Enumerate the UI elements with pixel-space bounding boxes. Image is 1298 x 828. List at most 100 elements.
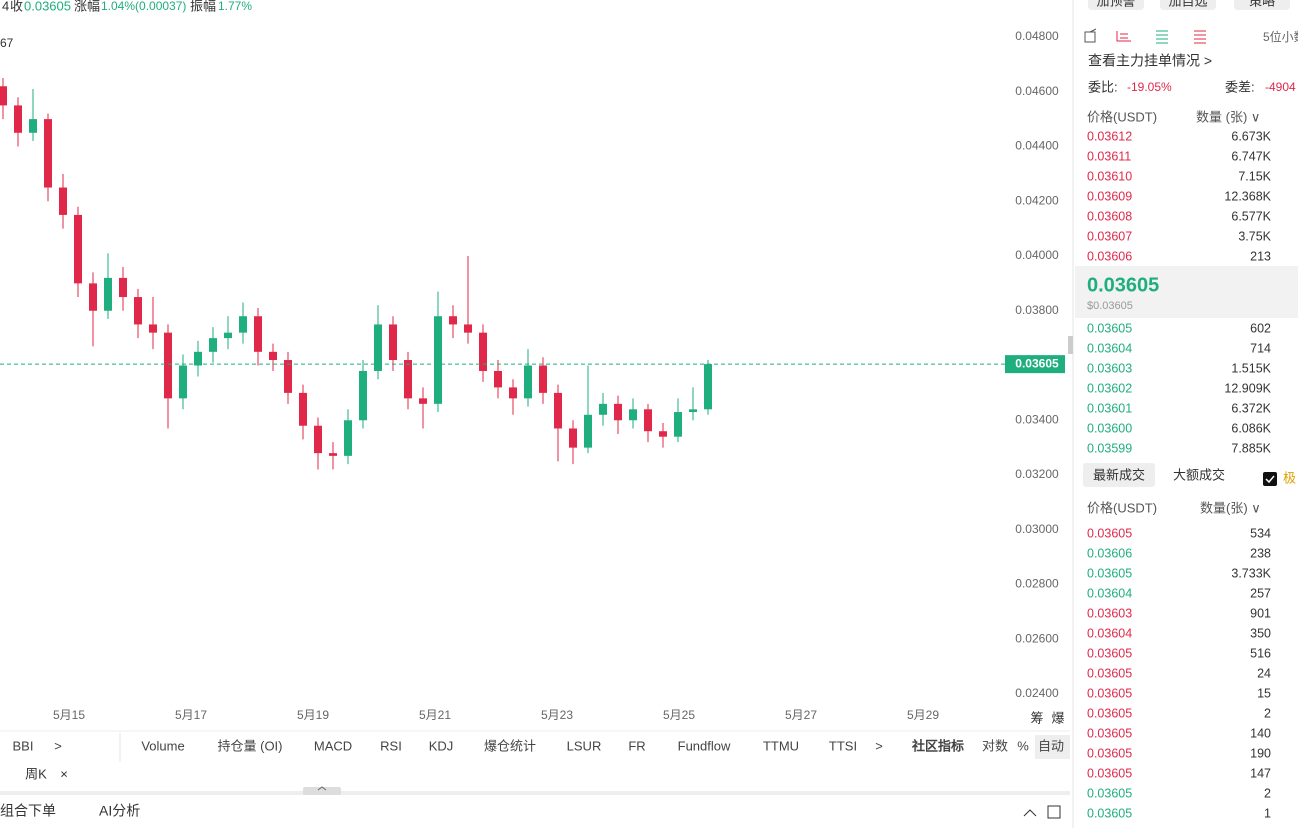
arrow [317,786,327,791]
decimals[interactable]: 5位小数 [1263,29,1298,44]
quantity: 7.15K [1238,169,1271,183]
icon[interactable] [1194,30,1206,44]
price: 0.03602 [1087,381,1132,395]
resize-handle[interactable] [303,787,341,795]
quantity: 1.515K [1231,361,1271,375]
quantity: 516 [1250,646,1271,660]
icon[interactable] [1156,30,1168,44]
col-header[interactable]: 数量(张) ∨ [1200,500,1261,515]
candle-body [374,324,382,371]
candle-body [554,392,562,429]
icon[interactable] [1116,31,1131,42]
header-text: 收 [10,0,23,13]
candle-body [644,409,652,432]
quantity: 6.577K [1231,209,1271,223]
period-tab[interactable]: 周K [25,766,47,781]
candle-body [494,370,502,388]
price: 0.03605 [1087,766,1132,780]
price: 0.03611 [1087,149,1131,163]
button[interactable] [1160,0,1216,10]
checkbox[interactable] [1263,472,1277,486]
button-label[interactable]: 加自选 [1168,0,1207,8]
candle-body [344,420,352,456]
toolbar-item[interactable]: 对数 [982,738,1008,753]
toolbar-item[interactable]: FR [628,738,645,753]
handle[interactable] [1068,336,1073,354]
tab[interactable]: 最新成交 [1093,467,1145,482]
collapse-icon[interactable] [1023,809,1037,817]
candle-body [89,283,97,311]
candle-body [689,409,697,413]
tab[interactable]: 大额成交 [1173,467,1225,482]
toolbar-item[interactable]: RSI [380,738,402,753]
axis-button[interactable]: 爆 [1051,710,1064,725]
axis-button[interactable]: 筹 [1030,710,1043,725]
toolbar-item[interactable]: 社区指标 [911,738,964,753]
toolbar-item[interactable]: 自动 [1038,738,1064,753]
toolbar-item[interactable]: 爆仓统计 [484,738,536,753]
price: 0.03604 [1087,626,1132,640]
check-label: 极 [1283,470,1296,485]
candle-body [479,332,487,371]
candle-body [14,105,22,133]
col-header[interactable]: 数量 (张) ∨ [1196,109,1260,124]
toolbar-item[interactable]: % [1017,738,1029,753]
candle-body [329,453,337,456]
expand-icon[interactable] [1047,805,1061,819]
candle-body [614,403,622,421]
bottom-tab[interactable]: AI分析 [99,803,140,819]
header-text: 67 [0,36,14,50]
toolbar-item[interactable]: BBI [13,738,34,753]
button[interactable] [1234,0,1290,10]
check-mark [1265,475,1275,484]
toolbar-item[interactable]: Volume [141,738,184,753]
label: 委差: [1225,79,1255,94]
quantity: 6.747K [1231,149,1271,163]
quantity: 602 [1250,321,1271,335]
toolbar-item[interactable]: Fundflow [678,738,731,753]
quantity: 7.885K [1231,441,1271,455]
y-tick-label: 0.04400 [1015,139,1059,153]
bottom-tab[interactable]: 组合下单 [0,803,56,819]
toolbar-item[interactable]: > [875,738,883,753]
toolbar-item[interactable]: TTSI [829,738,857,753]
button-label[interactable]: 策略 [1249,0,1275,8]
button[interactable] [1088,0,1144,10]
header-value: 1.04%(0.00037) [101,0,186,13]
price: 0.03605 [1087,806,1132,820]
price: 0.03605 [1087,726,1132,740]
toolbar-item[interactable]: MACD [314,738,352,753]
price: 0.03609 [1087,189,1132,203]
candle-body [299,392,307,426]
toolbar-item[interactable]: TTMU [763,738,799,753]
header-text: 振幅 [190,0,216,13]
quantity: 190 [1250,746,1271,760]
price: 0.03606 [1087,546,1132,560]
header-value: 1.77% [218,0,252,13]
toolbar-item[interactable]: KDJ [429,738,454,753]
mid-usd: $0.03605 [1087,300,1133,312]
link[interactable]: 查看主力挂单情况 > [1088,53,1212,69]
button-label[interactable]: 加预警 [1096,0,1135,8]
price: 0.03608 [1087,209,1132,223]
quantity: 238 [1250,546,1271,560]
candle-body [44,119,52,188]
toolbar-item[interactable]: > [54,738,62,753]
candle-body [659,431,667,437]
close-tab[interactable]: × [60,766,68,781]
toolbar-item[interactable]: 持仓量 (OI) [218,738,283,753]
toolbar-item[interactable]: LSUR [567,738,602,753]
price: 0.03605 [1087,706,1132,720]
y-tick-label: 0.03400 [1015,412,1059,426]
label: 委比: [1088,79,1118,94]
candle-body [704,364,712,410]
order-panel: 5位小数 查看主力挂单情况 > 委比: -19.05% 委差: -4904 价格… [1087,29,1298,515]
x-tick-label: 5月21 [419,708,451,722]
candle-body [404,360,412,399]
x-tick-label: 5月15 [53,708,85,722]
quantity: 15 [1257,686,1271,700]
candle-body [164,332,172,399]
x-tick-label: 5月25 [663,708,695,722]
quantity: 24 [1257,666,1271,680]
icon[interactable] [1084,28,1097,43]
